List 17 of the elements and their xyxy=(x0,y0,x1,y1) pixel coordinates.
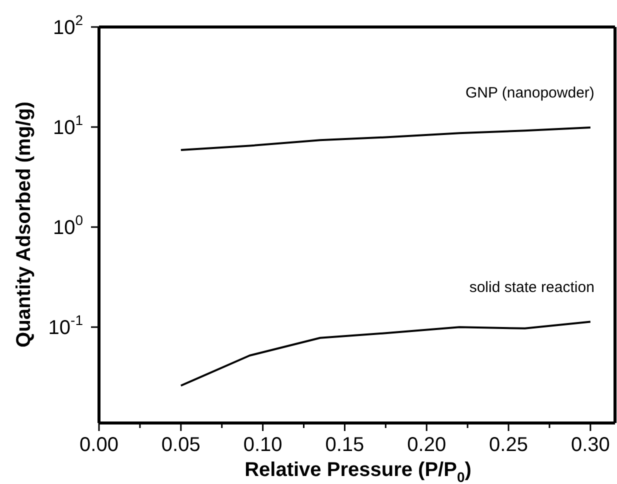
x-tick-label: 0.25 xyxy=(489,434,528,456)
x-tick-label: 0.05 xyxy=(161,434,200,456)
x-tick-label: 0.15 xyxy=(325,434,364,456)
line-series xyxy=(180,320,592,387)
y-tick-label: 10$^{1}$ xyxy=(52,112,84,140)
x-tick-label: 0.10 xyxy=(243,434,282,456)
series-label: solid state reaction xyxy=(469,278,594,296)
x-axis-title: Relative Pressure (P/P$_{0}$) xyxy=(244,459,472,484)
line-series xyxy=(180,126,592,151)
y-tick-label: 10$^{0}$ xyxy=(52,212,84,240)
y-axis-title: Quantity Adsorbed (mg/g) xyxy=(13,102,35,348)
series-label: GNP (nanopowder) xyxy=(465,84,594,102)
y-tick-label: 10$^{-1}$ xyxy=(48,312,84,340)
x-tick-label: 0.30 xyxy=(570,434,610,456)
x-tick-label: 0.20 xyxy=(407,434,446,456)
y-tick-label: 10$^{2}$ xyxy=(52,12,84,39)
x-tick-label: 0.00 xyxy=(80,434,118,456)
